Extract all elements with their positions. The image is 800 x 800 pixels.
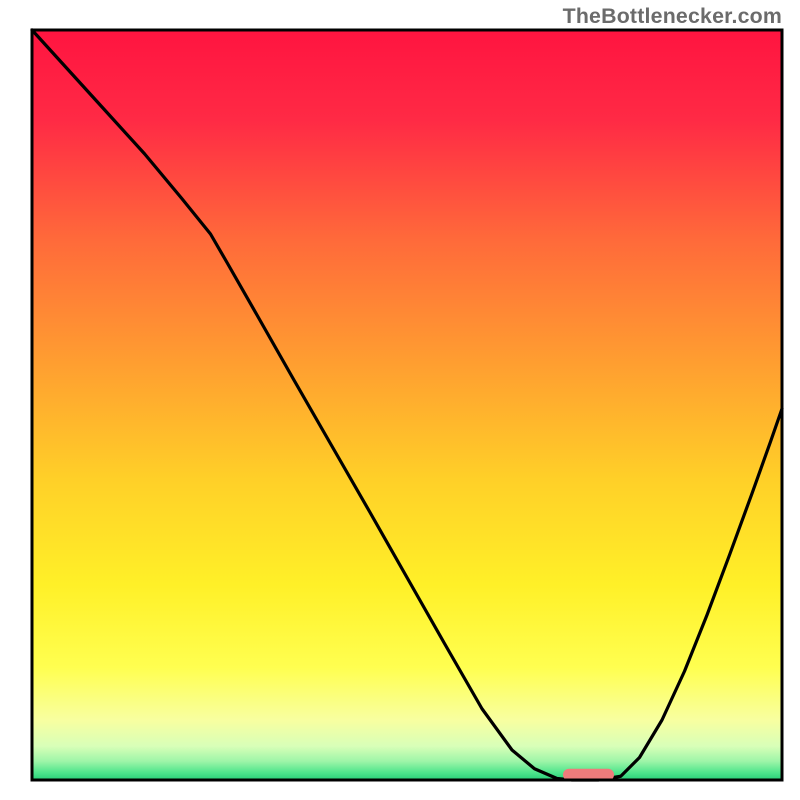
plot-background: [32, 30, 782, 780]
chart-container: TheBottlenecker.com: [0, 0, 800, 800]
bottleneck-chart: [0, 0, 800, 800]
